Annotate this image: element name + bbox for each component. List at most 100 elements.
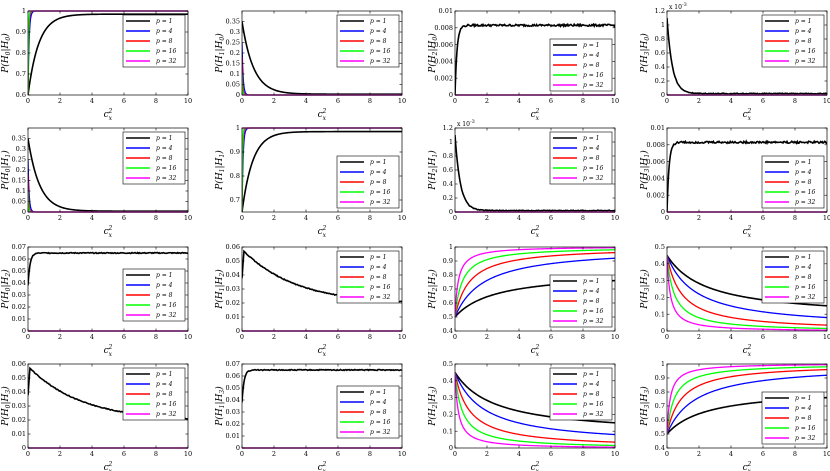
y-tick-label: 0: [22, 208, 26, 216]
x-tick-label: 8: [154, 97, 158, 105]
legend-label: p = 32: [156, 58, 177, 65]
x-axis-label: cx2: [104, 225, 113, 239]
y-axis-label: P(H2|H3): [427, 386, 439, 427]
x-tick-label: 6: [122, 97, 126, 105]
legend-label: p = 8: [370, 409, 387, 416]
y-tick-label: 0.002: [646, 191, 665, 199]
y-tick-label: 0.7: [16, 70, 26, 78]
series-line-p16: [667, 366, 827, 435]
x-tick-label: 4: [90, 214, 94, 222]
legend-label: p = 16: [583, 308, 604, 315]
y-tick-label: 0.8: [230, 172, 240, 180]
series-line-p8: [455, 251, 615, 318]
y-tick-label: 0.01: [12, 430, 26, 438]
legend-label: p = 1: [795, 159, 812, 166]
y-tick-label: 0.2: [443, 194, 453, 202]
x-tick-label: 6: [761, 333, 765, 341]
legend: p = 1 p = 4 p = 8 p = 16 p = 32: [122, 131, 186, 185]
x-tick-label: 10: [611, 333, 619, 341]
x-tick-label: 2: [485, 97, 489, 105]
x-axis-label: cx2: [531, 108, 540, 122]
x-tick-label: 4: [517, 214, 521, 222]
y-tick-label: 0.9: [230, 148, 240, 156]
legend-label: p = 8: [156, 155, 173, 162]
x-tick-label: 2: [58, 97, 62, 105]
y-tick-label: 1: [661, 360, 665, 368]
legend: p = 1 p = 4 p = 8 p = 16 p = 32: [549, 367, 613, 421]
legend-label: p = 1: [583, 278, 600, 285]
series-line-p32: [455, 247, 615, 318]
y-tick-label: 0.3: [443, 394, 453, 402]
x-tick-label: 10: [823, 214, 830, 222]
x-tick-label: 10: [611, 214, 619, 222]
x-tick-label: 8: [793, 97, 797, 105]
y-tick-label: 0: [236, 91, 240, 99]
x-axis-label: cx2: [104, 461, 113, 471]
y-tick-label: 0.1: [443, 427, 453, 435]
legend-label: p = 8: [583, 298, 600, 305]
axes-box: [27, 246, 189, 332]
y-tick-label: 0.9: [443, 257, 453, 265]
series-line-p16: [455, 372, 615, 447]
x-tick-label: 0: [26, 450, 30, 458]
y-tick-label: 1: [236, 124, 240, 132]
y-tick-label: 0.8: [443, 152, 453, 160]
y-tick-label: 0.05: [226, 384, 240, 392]
x-tick-label: 4: [517, 97, 521, 105]
x-tick-label: 4: [517, 450, 521, 458]
legend-label: p = 4: [156, 28, 173, 35]
x-tick-label: 4: [304, 214, 308, 222]
series-line-p4: [667, 255, 827, 319]
x-axis-label: cx2: [318, 344, 327, 358]
axes-box: [454, 363, 616, 449]
y-tick-label: 0: [449, 208, 453, 216]
legend-label: p = 1: [156, 18, 173, 25]
y-tick-label: 0.05: [12, 198, 26, 206]
y-tick-label: 0.5: [443, 360, 453, 368]
y-tick-label: 0.05: [226, 257, 240, 265]
legend-label: p = 4: [583, 52, 600, 59]
x-tick-label: 8: [154, 450, 158, 458]
legend: p = 1 p = 4 p = 8 p = 16 p = 32: [549, 38, 613, 92]
y-tick-label: 0: [449, 444, 453, 452]
legend: p = 1 p = 4 p = 8 p = 16 p = 32: [761, 391, 825, 445]
legend-label: p = 1: [583, 135, 600, 142]
y-tick-label: 0.9: [16, 28, 26, 36]
x-tick-label: 10: [823, 97, 830, 105]
legend-label: p = 16: [370, 419, 391, 426]
subplot-7: 0 2 4 6 8 10 0 0.2 0.4 0.6 0.8 1 1.2 x 10-3 cx2 P(H2|H1…: [427, 119, 619, 239]
axes-box: [241, 127, 403, 213]
x-tick-label: 4: [729, 214, 733, 222]
x-tick-label: 6: [122, 333, 126, 341]
legend-label: p = 1: [156, 135, 173, 142]
legend: p = 1 p = 4 p = 8 p = 16 p = 32: [122, 367, 186, 421]
x-tick-label: 0: [665, 333, 669, 341]
y-tick-label: 0.05: [226, 81, 240, 89]
legend-label: p = 16: [370, 284, 391, 291]
x-axis-label: cx2: [318, 225, 327, 239]
x-tick-label: 4: [304, 333, 308, 341]
legend-label: p = 32: [795, 58, 816, 65]
y-tick-label: 0: [661, 208, 665, 216]
axes-box: [454, 10, 616, 96]
legend-label: p = 16: [156, 302, 177, 309]
y-tick-label: 0: [236, 327, 240, 335]
x-tick-label: 8: [793, 333, 797, 341]
legend-label: p = 8: [583, 62, 600, 69]
y-tick-label: 0.6: [443, 166, 453, 174]
x-axis-label: cx2: [531, 225, 540, 239]
x-tick-label: 10: [823, 333, 830, 341]
legend-label: p = 16: [583, 72, 604, 79]
y-tick-label: 0: [449, 91, 453, 99]
legend-label: p = 4: [795, 264, 812, 271]
x-tick-label: 2: [485, 214, 489, 222]
legend-label: p = 4: [370, 28, 387, 35]
x-axis-label: cx2: [743, 461, 752, 471]
legend: p = 1 p = 4 p = 8 p = 16 p = 32: [122, 14, 186, 68]
legend-label: p = 4: [583, 288, 600, 295]
x-axis-label: cx2: [531, 344, 540, 358]
axes-box: [241, 363, 403, 449]
legend: p = 1 p = 4 p = 8 p = 16 p = 32: [549, 274, 613, 328]
